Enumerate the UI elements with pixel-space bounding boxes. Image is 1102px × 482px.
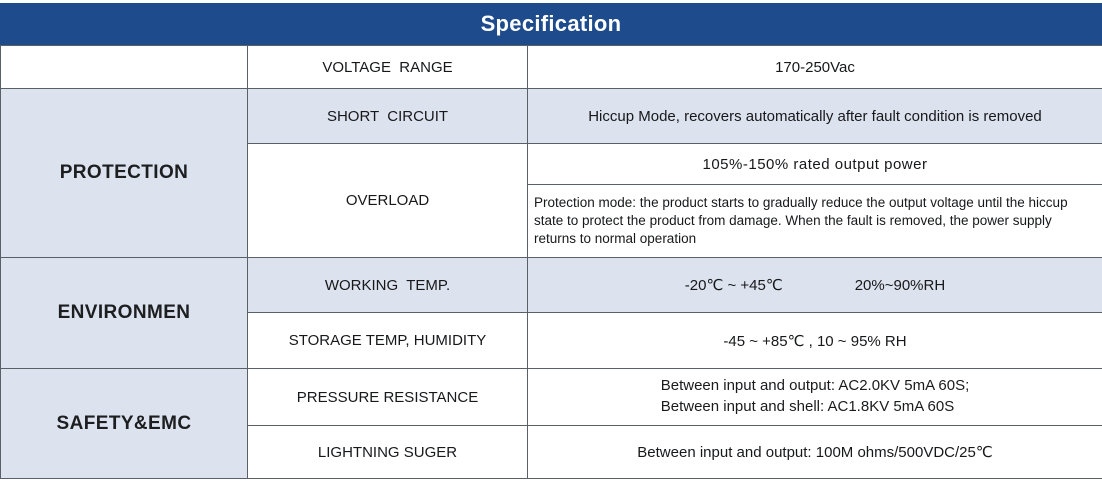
param-overload: OVERLOAD: [247, 144, 527, 258]
param-pressure-resistance: PRESSURE RESISTANCE: [247, 369, 527, 426]
table-header: Specification: [0, 3, 1102, 45]
working-temp-values: -20℃ ~ +45℃ 20%~90%RH: [684, 276, 946, 295]
value-pressure-resistance: Between input and output: AC2.0KV 5mA 60…: [527, 369, 1102, 426]
working-humidity-range: 20%~90%RH: [854, 276, 946, 294]
param-storage-temp-humidity: STORAGE TEMP, HUMIDITY: [247, 313, 527, 369]
value-storage-temp-humidity: -45 ~ +85℃ , 10 ~ 95% RH: [527, 313, 1102, 369]
section-label-protection: PROTECTION: [0, 89, 247, 258]
param-short-circuit: SHORT CIRCUIT: [247, 89, 527, 144]
value-working-temp: -20℃ ~ +45℃ 20%~90%RH: [527, 258, 1102, 313]
pressure-resistance-lines: Between input and output: AC2.0KV 5mA 60…: [661, 376, 970, 417]
section-label-environment: ENVIRONMEN: [0, 258, 247, 369]
page-title: Specification: [480, 11, 622, 36]
value-overload-protection-mode: Protection mode: the product starts to g…: [527, 185, 1102, 258]
section-cell-blank: [0, 46, 247, 89]
pressure-line-input-shell: Between input and shell: AC1.8KV 5mA 60S: [660, 398, 955, 415]
section-label-safety-emc: SAFETY&EMC: [0, 369, 247, 479]
param-working-temp: WORKING TEMP.: [247, 258, 527, 313]
value-short-circuit: Hiccup Mode, recovers automatically afte…: [527, 89, 1102, 144]
specification-table: PROTECTION ENVIRONMEN SAFETY&EMC VOLTAGE…: [0, 45, 1102, 479]
value-lightning-surge: Between input and output: 100M ohms/500V…: [527, 426, 1102, 479]
working-temp-range: -20℃ ~ +45℃: [684, 277, 783, 294]
param-voltage-range: VOLTAGE RANGE: [247, 46, 527, 89]
param-lightning-surge: LIGHTNING SUGER: [247, 426, 527, 479]
value-overload-rating: 105%-150% rated output power: [527, 144, 1102, 185]
pressure-line-input-output: Between input and output: AC2.0KV 5mA 60…: [660, 377, 970, 395]
value-voltage-range: 170-250Vac: [527, 46, 1102, 89]
